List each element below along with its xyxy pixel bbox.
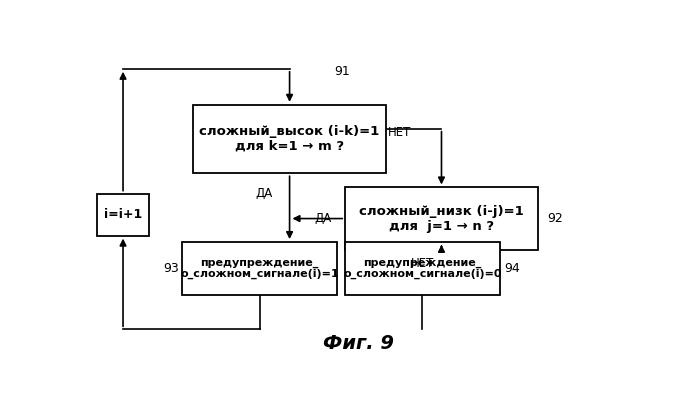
Text: 93: 93 [163,262,179,275]
FancyBboxPatch shape [345,242,500,295]
FancyBboxPatch shape [183,242,337,295]
Text: НЕТ: НЕТ [388,126,411,139]
FancyBboxPatch shape [193,105,386,173]
FancyBboxPatch shape [345,188,538,250]
Text: НЕТ: НЕТ [411,257,435,270]
Text: сложный_низк (i-j)=1
для  j=1 → n ?: сложный_низк (i-j)=1 для j=1 → n ? [359,205,524,232]
Text: 94: 94 [504,262,520,275]
Text: сложный_высок (i-k)=1
для k=1 → m ?: сложный_высок (i-k)=1 для k=1 → m ? [199,125,379,153]
Text: i=i+1: i=i+1 [104,208,142,221]
Text: предупреждение_
о_сложном_сигнале(i)=1: предупреждение_ о_сложном_сигнале(i)=1 [181,258,339,279]
Text: Фиг. 9: Фиг. 9 [323,334,394,353]
Text: 92: 92 [547,212,564,225]
Text: ДА: ДА [315,212,332,225]
Text: предупреждение_
о_сложном_сигнале(i)=0: предупреждение_ о_сложном_сигнале(i)=0 [343,258,502,279]
Text: 91: 91 [335,66,350,79]
FancyBboxPatch shape [97,194,149,236]
Text: ДА: ДА [256,187,272,200]
